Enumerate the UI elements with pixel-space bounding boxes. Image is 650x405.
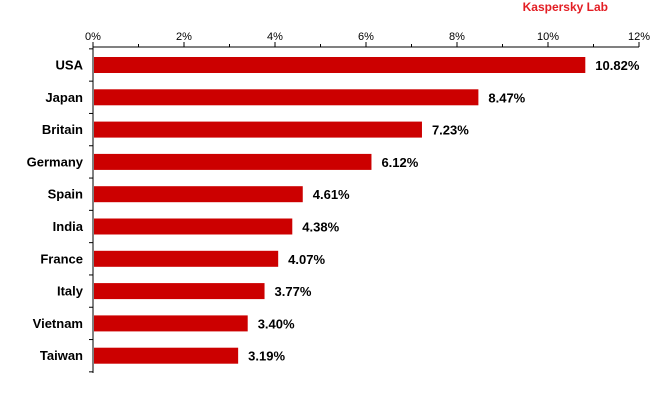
brand-label: Kaspersky Lab (522, 0, 608, 14)
x-tick-label: 10% (537, 31, 559, 43)
category-label: Taiwan (40, 348, 83, 363)
category-label: India (53, 219, 84, 234)
value-label: 4.38% (302, 220, 339, 235)
category-label: Britain (42, 122, 83, 137)
category-label: USA (56, 58, 84, 73)
value-label: 6.12% (381, 155, 418, 170)
bar-vietnam (94, 315, 248, 332)
bar-japan (94, 89, 479, 106)
category-label: Italy (57, 284, 84, 299)
x-tick-label: 2% (176, 31, 192, 43)
bar-spain (94, 186, 303, 203)
x-tick-label: 0% (85, 31, 101, 43)
category-label: France (40, 251, 83, 266)
category-label: Japan (45, 90, 83, 105)
value-label: 8.47% (488, 90, 525, 105)
bar-usa (94, 57, 586, 73)
value-label: 3.19% (248, 349, 285, 364)
category-label: Vietnam (33, 316, 83, 331)
bar-india (94, 218, 293, 235)
value-label: 4.07% (288, 252, 325, 267)
value-label: 7.23% (432, 123, 469, 138)
value-label: 10.82% (595, 58, 640, 73)
bar-italy (94, 283, 265, 300)
x-tick-label: 4% (267, 31, 283, 43)
bar-germany (94, 153, 372, 170)
bar-britain (94, 121, 422, 138)
value-label: 3.40% (258, 316, 295, 331)
value-label: 3.77% (275, 284, 312, 299)
x-tick-label: 12% (628, 31, 650, 43)
category-label: Spain (48, 187, 83, 202)
bar-france (94, 250, 279, 267)
x-tick-label: 6% (358, 31, 374, 43)
category-label: Germany (27, 154, 84, 169)
value-label: 4.61% (313, 187, 350, 202)
x-tick-label: 8% (449, 31, 465, 43)
bar-taiwan (94, 347, 239, 364)
